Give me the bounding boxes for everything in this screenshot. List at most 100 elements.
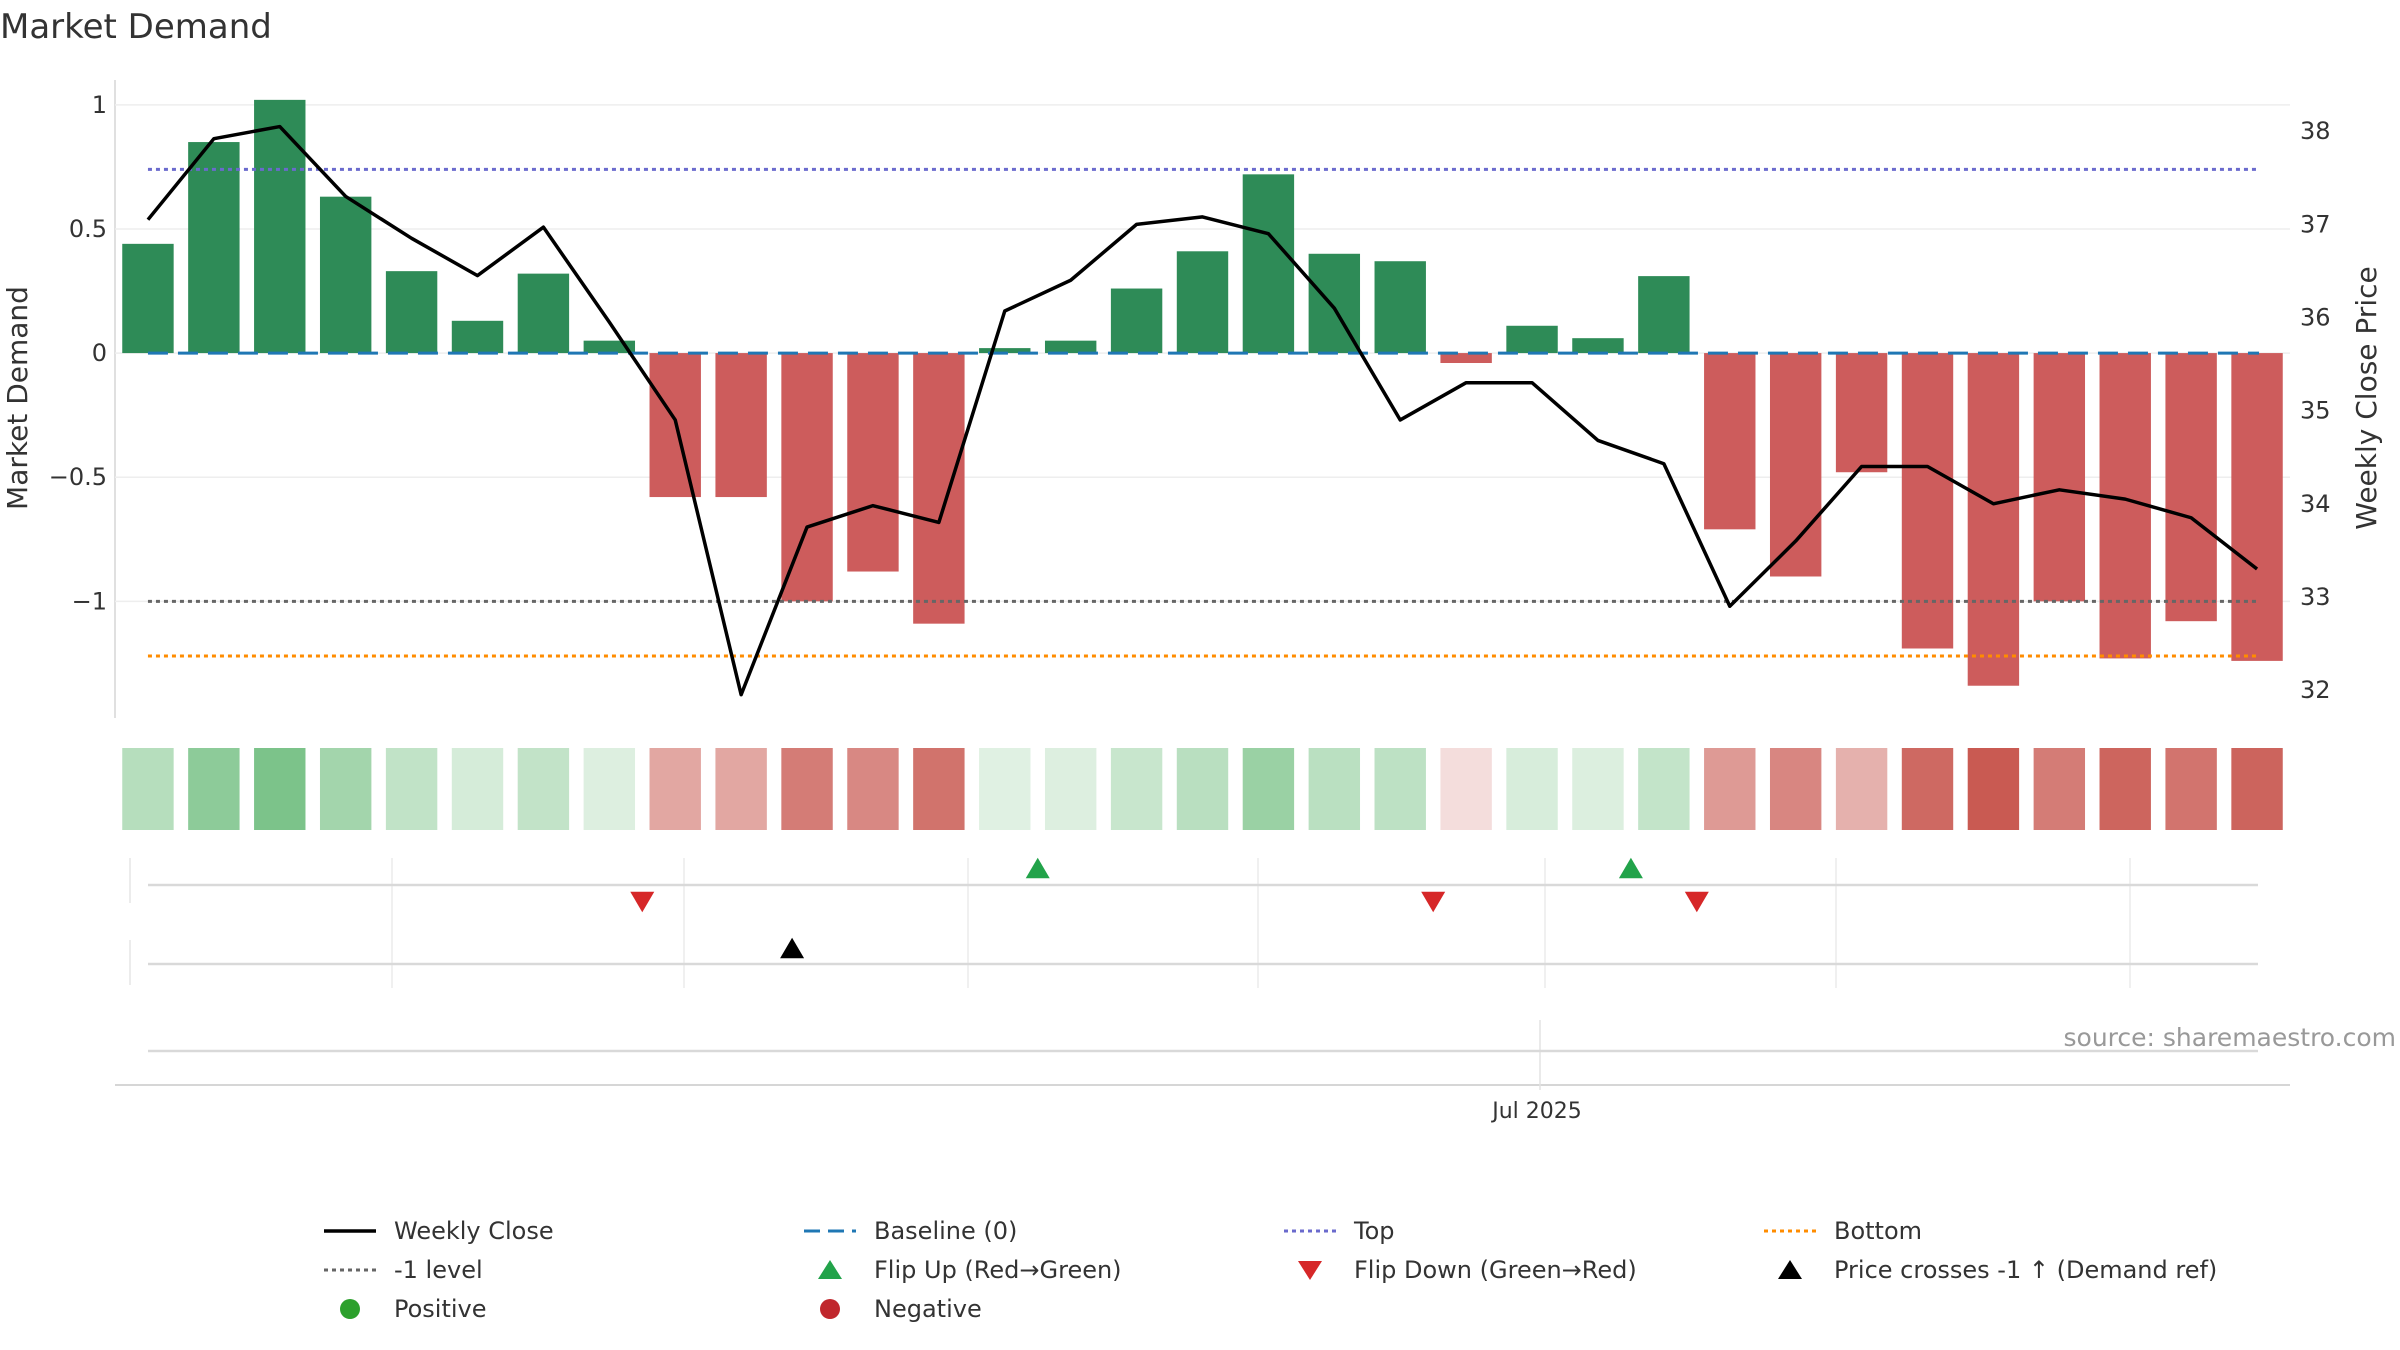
legend-label: Baseline (0)	[874, 1217, 1018, 1245]
legend-label: Positive	[394, 1295, 487, 1323]
legend-item: Price crosses -1 ↑ (Demand ref)	[1760, 1252, 2217, 1288]
demand-heat-cell	[1440, 748, 1492, 830]
legend-symbol	[820, 1299, 840, 1319]
demand-bar-negative	[1967, 353, 2020, 686]
legend-label: Negative	[874, 1295, 982, 1323]
demand-bar-positive	[517, 273, 570, 354]
demand-bar-positive	[1506, 325, 1558, 354]
legend-item: Flip Up (Red→Green)	[800, 1252, 1122, 1288]
source-label: source: sharemaestro.com	[2064, 1023, 2397, 1052]
legend-label: Top	[1354, 1217, 1395, 1245]
legend-item: Baseline (0)	[800, 1213, 1017, 1249]
legend-symbol	[1298, 1261, 1322, 1280]
price-cross-marker	[780, 937, 805, 959]
legend-symbol	[818, 1260, 842, 1279]
demand-bar-positive	[451, 320, 504, 354]
demand-heat-cell	[1242, 748, 1295, 830]
demand-bar-negative	[2231, 353, 2283, 661]
y2-tick-label: 36	[2300, 304, 2331, 332]
y2-tick-label: 34	[2300, 490, 2331, 518]
demand-bar-negative	[715, 353, 767, 498]
flip-down-marker	[630, 891, 655, 913]
demand-bar-positive	[979, 348, 1031, 354]
legend-item: Flip Down (Green→Red)	[1280, 1252, 1637, 1288]
y-tick-label: −1	[72, 587, 107, 615]
legend-item: Positive	[320, 1291, 487, 1327]
demand-bar-positive	[188, 142, 240, 354]
legend-label: Flip Down (Green→Red)	[1354, 1256, 1637, 1284]
y2-axis-label: Weekly Close Price	[2350, 266, 2383, 529]
demand-heat-cell	[188, 748, 240, 830]
legend-symbol	[324, 1229, 376, 1233]
demand-heat-cell	[451, 748, 504, 830]
legend-symbol	[1284, 1229, 1336, 1233]
demand-bar-positive	[385, 271, 438, 354]
legend-symbol	[1764, 1229, 1816, 1233]
legend-symbol	[324, 1268, 376, 1272]
legend-label: Bottom	[1834, 1217, 1923, 1245]
demand-heat-cell	[979, 748, 1031, 830]
demand-bar-negative	[847, 353, 899, 572]
demand-bar-positive	[122, 243, 174, 354]
demand-bar-negative	[2033, 353, 2086, 602]
x-tick-label: Jul 2025	[1490, 1099, 1582, 1124]
y2-tick-label: 32	[2300, 676, 2331, 704]
y-tick-label: 0.5	[69, 215, 107, 243]
demand-heat-cell	[319, 748, 372, 830]
y2-tick-label: 37	[2300, 210, 2331, 238]
legend-item: Weekly Close	[320, 1213, 554, 1249]
legend-symbol	[1778, 1260, 1802, 1279]
demand-heat-cell	[2099, 748, 2151, 830]
legend-label: Weekly Close	[394, 1217, 554, 1245]
demand-heat-cell	[385, 748, 438, 830]
y2-tick-label: 35	[2300, 397, 2331, 425]
demand-heat-cell	[517, 748, 570, 830]
legend-item: -1 level	[320, 1252, 483, 1288]
demand-heat-cell	[2033, 748, 2086, 830]
demand-heat-cell	[1769, 748, 1822, 830]
demand-bar-negative	[913, 353, 965, 624]
demand-bar-positive	[1176, 251, 1229, 354]
demand-bar-negative	[2165, 353, 2217, 622]
demand-bar-positive	[1242, 174, 1295, 354]
demand-heat-cell	[1835, 748, 1888, 830]
demand-heat-cell	[781, 748, 833, 830]
demand-heat-cell	[2165, 748, 2217, 830]
demand-heat-cell	[1374, 748, 1426, 830]
demand-bar-positive	[254, 99, 306, 354]
demand-bar-positive	[1374, 261, 1426, 354]
demand-heat-cell	[1506, 748, 1558, 830]
demand-heat-cell	[649, 748, 701, 830]
legend-item: Negative	[800, 1291, 982, 1327]
demand-bar-positive	[319, 196, 372, 354]
legend-symbol	[804, 1229, 856, 1233]
demand-bar-positive	[1638, 276, 1690, 354]
y-tick-label: 1	[92, 91, 107, 119]
y-axis-label: Market Demand	[1, 286, 34, 510]
flip-up-marker	[1025, 857, 1050, 879]
demand-heat-cell	[1704, 748, 1756, 830]
legend-label: Flip Up (Red→Green)	[874, 1256, 1122, 1284]
demand-bar-negative	[1704, 353, 1756, 530]
legend-item: Bottom	[1760, 1213, 1922, 1249]
legend-label: Price crosses -1 ↑ (Demand ref)	[1834, 1256, 2218, 1284]
demand-heat-cell	[583, 748, 636, 830]
y2-tick-label: 38	[2300, 117, 2331, 145]
plot-layer: 1 0.5 0 −0.5 −1 38 37 36 35 34 33 32	[49, 80, 2331, 1090]
flip-down-marker	[1421, 891, 1446, 913]
demand-heat-cell	[1044, 748, 1097, 830]
demand-bar-positive	[1572, 338, 1624, 354]
demand-bar-negative	[781, 353, 833, 602]
demand-heat-cell	[847, 748, 899, 830]
flip-up-marker	[1618, 857, 1643, 879]
demand-bar-negative	[1440, 353, 1492, 364]
demand-bar-negative	[1835, 353, 1888, 473]
demand-bar-positive	[1110, 288, 1163, 354]
demand-heat-cell	[715, 748, 767, 830]
demand-heat-cell	[1967, 748, 2020, 830]
demand-heat-cell	[1110, 748, 1163, 830]
chart-title: Market Demand	[0, 7, 272, 47]
weekly-close-line	[146, 124, 2259, 697]
y-tick-label: −0.5	[49, 463, 107, 491]
